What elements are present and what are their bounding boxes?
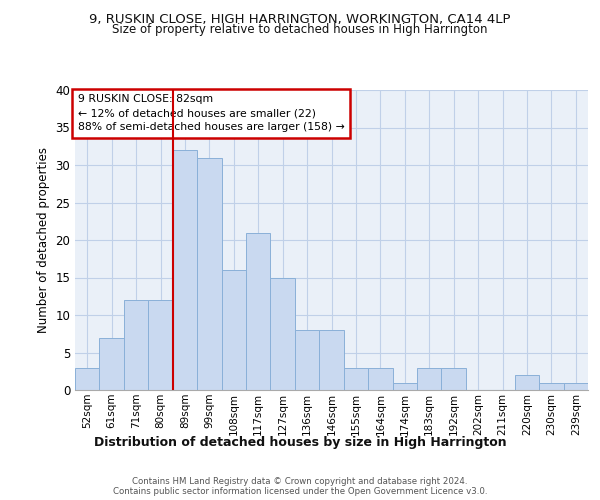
Bar <box>319 330 344 390</box>
Text: Contains public sector information licensed under the Open Government Licence v3: Contains public sector information licen… <box>113 486 487 496</box>
Bar <box>124 300 148 390</box>
Bar <box>75 368 100 390</box>
Bar <box>246 232 271 390</box>
Bar <box>271 278 295 390</box>
Text: Distribution of detached houses by size in High Harrington: Distribution of detached houses by size … <box>94 436 506 449</box>
Bar <box>344 368 368 390</box>
Text: 9 RUSKIN CLOSE: 82sqm
← 12% of detached houses are smaller (22)
88% of semi-deta: 9 RUSKIN CLOSE: 82sqm ← 12% of detached … <box>77 94 344 132</box>
Bar <box>368 368 392 390</box>
Bar <box>515 375 539 390</box>
Bar <box>563 382 588 390</box>
Bar <box>295 330 319 390</box>
Bar <box>539 382 563 390</box>
Text: 9, RUSKIN CLOSE, HIGH HARRINGTON, WORKINGTON, CA14 4LP: 9, RUSKIN CLOSE, HIGH HARRINGTON, WORKIN… <box>89 12 511 26</box>
Text: Size of property relative to detached houses in High Harrington: Size of property relative to detached ho… <box>112 22 488 36</box>
Bar <box>173 150 197 390</box>
Text: Contains HM Land Registry data © Crown copyright and database right 2024.: Contains HM Land Registry data © Crown c… <box>132 476 468 486</box>
Bar <box>148 300 173 390</box>
Y-axis label: Number of detached properties: Number of detached properties <box>37 147 50 333</box>
Bar <box>197 158 221 390</box>
Bar <box>392 382 417 390</box>
Bar <box>221 270 246 390</box>
Bar <box>417 368 442 390</box>
Bar <box>442 368 466 390</box>
Bar <box>100 338 124 390</box>
